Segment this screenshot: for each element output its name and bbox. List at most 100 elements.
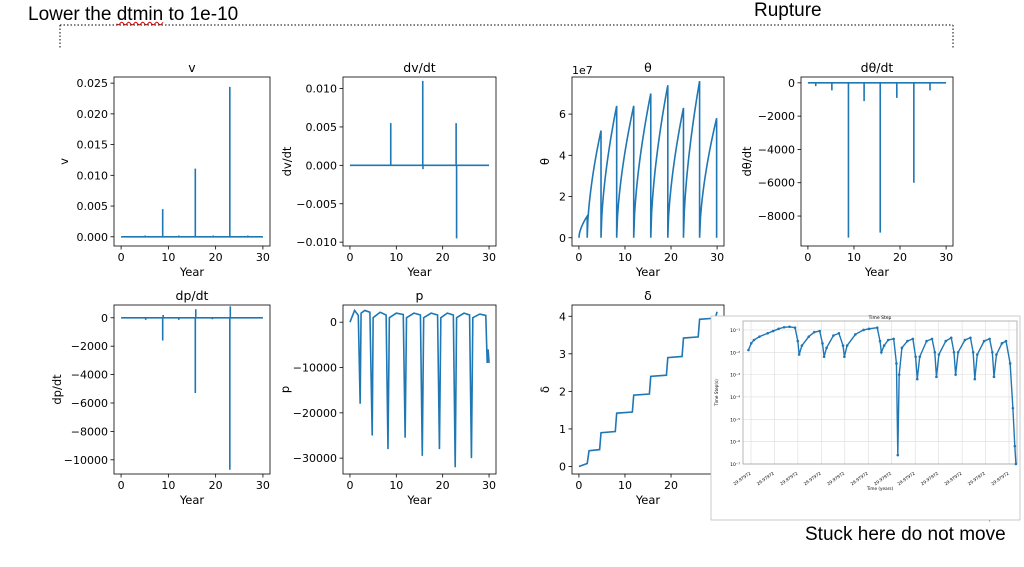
- y-tick-label: −4000: [758, 143, 795, 156]
- y-tick-label: −6000: [71, 397, 108, 410]
- y-tick-label: 0: [559, 460, 566, 473]
- data-point: [878, 339, 882, 343]
- y-tick-label: 10⁻⁵: [730, 417, 740, 423]
- x-axis-label: Year: [864, 265, 890, 279]
- data-point: [788, 325, 791, 329]
- x-tick-label: 20: [664, 479, 678, 492]
- series-line-timestep: [747, 326, 1017, 465]
- data-point: [1004, 339, 1008, 343]
- data-point: [914, 355, 917, 359]
- y-tick-label: 0.020: [77, 108, 109, 121]
- y-tick-label: −0.010: [296, 236, 337, 249]
- y-axis-label: p: [278, 386, 292, 393]
- y-tick-label: −10000: [293, 362, 337, 375]
- chart-title: dθ/dt: [861, 60, 894, 75]
- y-tick-label: 10⁻²: [730, 350, 740, 356]
- y-tick-label: 0: [330, 316, 337, 329]
- x-tick-label: 30: [939, 251, 953, 264]
- y-tick-label: 0: [559, 232, 566, 245]
- rupture-bracket: [59, 24, 954, 49]
- data-point: [782, 325, 786, 329]
- plot-frame-v: [113, 76, 271, 247]
- y-tick-label: 3: [559, 348, 566, 361]
- x-axis-label: Year: [179, 493, 205, 507]
- data-point: [822, 355, 826, 359]
- y-tick-label: −20000: [293, 407, 337, 420]
- data-point: [895, 362, 898, 365]
- chart-timestep: 10⁻¹10⁻²10⁻³10⁻⁴10⁻⁵10⁻⁶10⁻⁷29.97972 29.9…: [710, 315, 1021, 521]
- rupture-label: Rupture: [754, 0, 822, 21]
- data-point: [952, 350, 956, 354]
- x-tick-label: 0: [804, 251, 811, 264]
- data-point: [892, 337, 895, 341]
- data-point: [992, 375, 996, 379]
- x-tick-label: 20: [664, 251, 678, 264]
- x-tick-label: 10: [618, 479, 632, 492]
- axis-offset-label: 1e7: [572, 64, 593, 77]
- data-point: [747, 348, 750, 352]
- data-point: [886, 338, 890, 342]
- data-point: [995, 353, 998, 356]
- y-axis-label: v: [57, 158, 71, 165]
- plot-frame-delta: [571, 304, 725, 475]
- data-point: [956, 350, 960, 354]
- chart-title: dv/dt: [403, 60, 435, 75]
- x-tick-label: 0: [118, 479, 125, 492]
- y-tick-label: 10⁻⁷: [730, 462, 740, 468]
- data-point: [812, 330, 816, 334]
- series-line-dvdt: [349, 80, 490, 239]
- x-axis-label: Time (years): [866, 486, 894, 491]
- data-point: [1011, 406, 1015, 410]
- data-point: [937, 353, 941, 356]
- plot-frame-p: [342, 304, 497, 475]
- data-point: [771, 329, 775, 333]
- chart-title: δ: [644, 288, 652, 303]
- chart-dpdt: 0 10 20 30 −10000 −8000 −6000 −4000 −2000 0 dp/dt Y…: [50, 288, 271, 507]
- chart-title: Time Step: [868, 315, 892, 321]
- series-line-dthetadt: [807, 82, 947, 238]
- y-tick-label: 10⁻⁴: [730, 395, 740, 401]
- y-axis-label: Time Step(s): [714, 379, 719, 407]
- y-tick-label: −2000: [758, 110, 795, 123]
- series-line-dpdt: [121, 306, 263, 470]
- data-point: [766, 331, 769, 335]
- y-tick-label: 6: [559, 108, 566, 121]
- data-point: [800, 344, 804, 347]
- data-point: [867, 327, 871, 331]
- x-tick-label: 10: [618, 251, 632, 264]
- data-point: [954, 373, 957, 376]
- x-tick-label: 30: [256, 479, 270, 492]
- y-tick-label: 0.005: [77, 200, 109, 213]
- data-point: [982, 339, 986, 343]
- data-point: [988, 337, 991, 341]
- plot-frame-dpdt: [113, 304, 271, 475]
- y-tick-label: 10⁻⁶: [730, 440, 740, 446]
- y-tick-label: −6000: [758, 177, 795, 190]
- data-point: [935, 375, 938, 379]
- data-point: [841, 344, 845, 347]
- x-tick-label: 10: [161, 479, 175, 492]
- data-point: [797, 353, 801, 356]
- y-tick-label: 0: [101, 312, 108, 325]
- chart-delta: 010203001234δYearδ: [538, 288, 725, 507]
- data-point: [973, 377, 977, 381]
- data-point: [880, 350, 883, 354]
- y-tick-label: 0.000: [306, 159, 338, 172]
- plot-frame-timestep: [742, 320, 1018, 465]
- data-point: [854, 333, 857, 336]
- data-point: [911, 337, 915, 341]
- y-tick-label: −4000: [71, 369, 108, 382]
- data-point: [832, 334, 835, 337]
- data-point: [969, 336, 972, 340]
- y-tick-label: 4: [559, 310, 566, 323]
- data-point: [749, 342, 753, 345]
- x-tick-label: 20: [893, 251, 907, 264]
- chart-title: θ: [644, 60, 652, 75]
- data-point: [862, 328, 865, 332]
- x-tick-label: 30: [256, 251, 270, 264]
- x-tick-label: 30: [482, 251, 496, 264]
- x-tick-label: 0: [346, 251, 353, 264]
- data-point: [758, 335, 761, 338]
- plot-frame-theta: [571, 76, 725, 247]
